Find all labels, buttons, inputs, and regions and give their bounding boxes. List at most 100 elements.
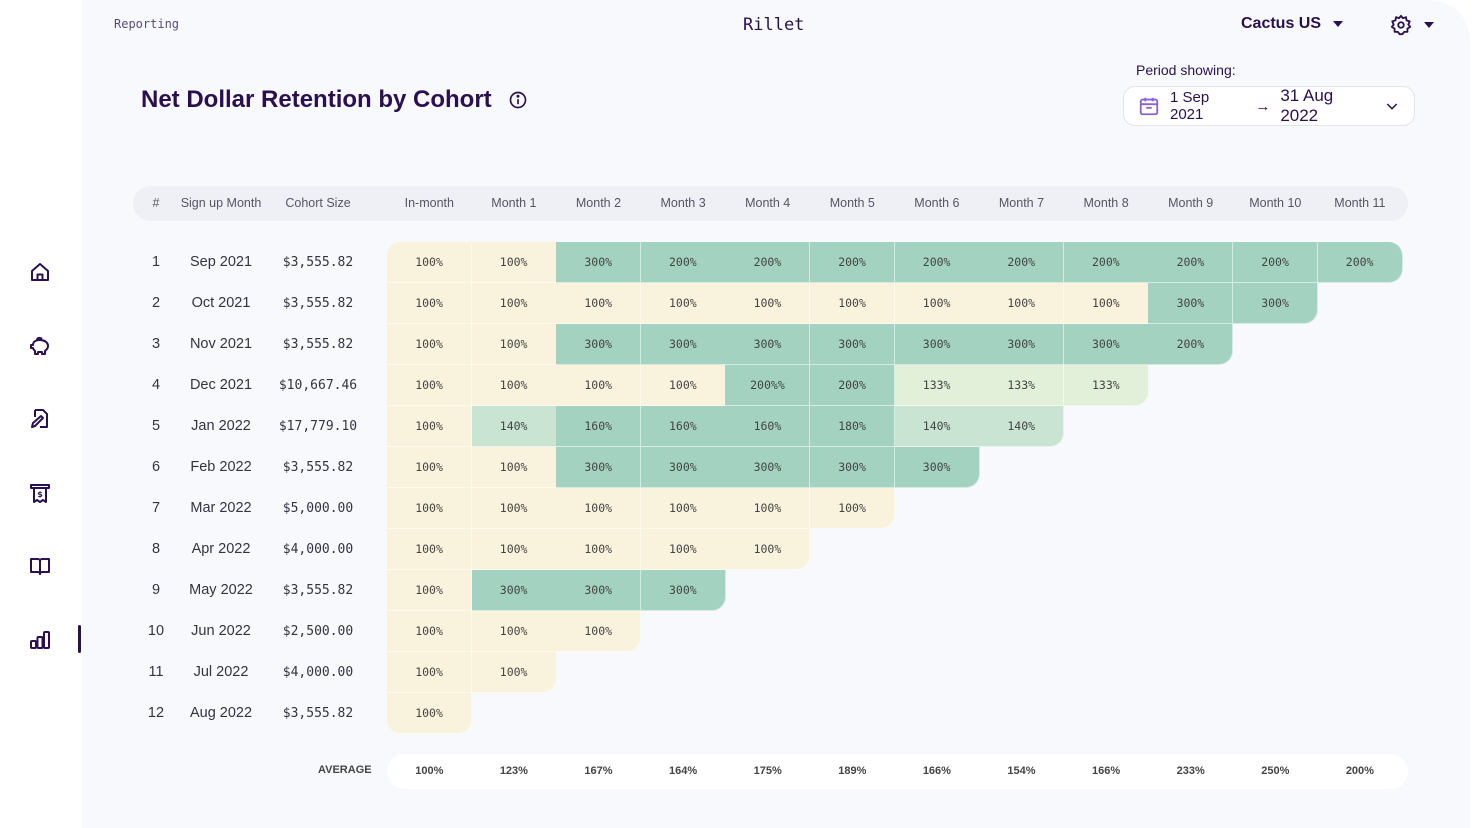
retention-cell[interactable]: 100% bbox=[387, 570, 473, 611]
retention-cell[interactable]: 200% bbox=[894, 242, 980, 283]
retention-cell[interactable]: 133% bbox=[1063, 365, 1149, 406]
retention-cell[interactable]: 300% bbox=[1148, 283, 1234, 324]
retention-cell[interactable]: 100% bbox=[387, 693, 473, 734]
sidebar-item-home[interactable] bbox=[24, 256, 56, 288]
settings-menu[interactable] bbox=[1390, 14, 1434, 36]
retention-cell[interactable]: 100% bbox=[725, 283, 811, 324]
sidebar-item-savings[interactable] bbox=[24, 330, 56, 362]
signup-month: Dec 2021 bbox=[189, 377, 253, 393]
retention-cell[interactable]: 200% bbox=[1063, 242, 1149, 283]
retention-cell[interactable]: 100% bbox=[471, 652, 557, 693]
retention-cell[interactable]: 300% bbox=[556, 324, 642, 365]
retention-cell[interactable]: 100% bbox=[640, 283, 726, 324]
retention-cell[interactable]: 200% bbox=[1317, 242, 1403, 283]
cohort-size: $3,555.82 bbox=[282, 296, 354, 311]
retention-cell[interactable]: 200% bbox=[979, 242, 1065, 283]
retention-cell[interactable]: 300% bbox=[471, 570, 557, 611]
breadcrumb[interactable]: Reporting bbox=[114, 17, 180, 31]
retention-cell[interactable]: 133% bbox=[979, 365, 1065, 406]
retention-cell[interactable]: 100% bbox=[556, 488, 642, 529]
retention-cell[interactable]: 100% bbox=[979, 283, 1065, 324]
retention-cell[interactable]: 300% bbox=[894, 447, 980, 488]
retention-cell[interactable]: 100% bbox=[471, 611, 557, 652]
retention-cell[interactable]: 100% bbox=[471, 324, 557, 365]
retention-cell[interactable]: 100% bbox=[387, 283, 473, 324]
retention-cell[interactable]: 100% bbox=[810, 283, 896, 324]
retention-cell[interactable]: 140% bbox=[471, 406, 557, 447]
retention-cell[interactable]: 200% bbox=[810, 365, 896, 406]
retention-cell[interactable]: 100% bbox=[387, 242, 473, 283]
retention-cell[interactable]: 300% bbox=[810, 324, 896, 365]
retention-cell[interactable]: 100% bbox=[556, 529, 642, 570]
retention-cell[interactable]: 100% bbox=[725, 488, 811, 529]
retention-cell[interactable]: 300% bbox=[894, 324, 980, 365]
retention-cell[interactable]: 100% bbox=[556, 365, 642, 406]
cohort-size: $4,000.00 bbox=[282, 665, 354, 680]
retention-cell[interactable]: 100% bbox=[387, 652, 473, 693]
sidebar-item-contracts[interactable] bbox=[24, 403, 56, 435]
average-value: 164% bbox=[669, 765, 698, 777]
retention-cell[interactable]: 100% bbox=[894, 283, 980, 324]
retention-cell[interactable]: 100% bbox=[387, 447, 473, 488]
retention-cell[interactable]: 300% bbox=[640, 324, 726, 365]
retention-cell[interactable]: 100% bbox=[556, 611, 642, 652]
retention-cell[interactable]: 100% bbox=[471, 242, 557, 283]
retention-cell[interactable]: 180% bbox=[810, 406, 896, 447]
info-icon[interactable] bbox=[508, 90, 528, 110]
retention-cell[interactable]: 100% bbox=[556, 283, 642, 324]
retention-cell[interactable]: 100% bbox=[387, 611, 473, 652]
retention-cell[interactable]: 100% bbox=[387, 529, 473, 570]
retention-cell[interactable]: 160% bbox=[725, 406, 811, 447]
retention-cell[interactable]: 200% bbox=[640, 242, 726, 283]
sidebar-item-ledger[interactable] bbox=[24, 550, 56, 582]
retention-cell[interactable]: 133% bbox=[894, 365, 980, 406]
retention-cell[interactable]: 300% bbox=[640, 570, 726, 611]
signup-month: Jan 2022 bbox=[191, 418, 251, 434]
retention-cell[interactable]: 100% bbox=[471, 529, 557, 570]
retention-cell[interactable]: 100% bbox=[387, 324, 473, 365]
retention-cell[interactable]: 100% bbox=[725, 529, 811, 570]
signup-month: Sep 2021 bbox=[189, 254, 253, 270]
retention-cell[interactable]: 100% bbox=[640, 529, 726, 570]
retention-cell[interactable]: 300% bbox=[556, 447, 642, 488]
retention-cell[interactable]: 100% bbox=[640, 365, 726, 406]
retention-cell[interactable]: 200%% bbox=[725, 365, 811, 406]
retention-cell[interactable]: 200% bbox=[1148, 324, 1234, 365]
retention-cell[interactable]: 300% bbox=[725, 324, 811, 365]
retention-cell[interactable]: 140% bbox=[979, 406, 1065, 447]
org-switcher[interactable]: Cactus US bbox=[1241, 15, 1344, 33]
retention-cell[interactable]: 100% bbox=[1063, 283, 1149, 324]
retention-cell[interactable]: 300% bbox=[1233, 283, 1319, 324]
retention-cell[interactable]: 100% bbox=[387, 488, 473, 529]
retention-cell[interactable]: 140% bbox=[894, 406, 980, 447]
sidebar-item-reporting[interactable] bbox=[24, 624, 56, 656]
retention-cell[interactable]: 200% bbox=[725, 242, 811, 283]
retention-cell[interactable]: 200% bbox=[1148, 242, 1234, 283]
signup-month: Nov 2021 bbox=[189, 336, 253, 352]
retention-cell[interactable]: 160% bbox=[556, 406, 642, 447]
retention-cell[interactable]: 100% bbox=[471, 283, 557, 324]
retention-cell[interactable]: 300% bbox=[810, 447, 896, 488]
retention-cell[interactable]: 300% bbox=[725, 447, 811, 488]
retention-cell[interactable]: 200% bbox=[810, 242, 896, 283]
cohort-size: $10,667.46 bbox=[278, 378, 358, 393]
retention-cell[interactable]: 300% bbox=[556, 242, 642, 283]
column-header: Month 6 bbox=[914, 196, 960, 210]
retention-cell[interactable]: 100% bbox=[387, 406, 473, 447]
retention-cell[interactable]: 300% bbox=[640, 447, 726, 488]
sidebar-item-invoices[interactable]: $ bbox=[24, 477, 56, 509]
average-value: 250% bbox=[1261, 765, 1290, 777]
retention-cell[interactable]: 100% bbox=[810, 488, 896, 529]
retention-cell[interactable]: 160% bbox=[640, 406, 726, 447]
average-value: 200% bbox=[1345, 765, 1374, 777]
retention-cell[interactable]: 100% bbox=[387, 365, 473, 406]
retention-cell[interactable]: 100% bbox=[471, 488, 557, 529]
retention-cell[interactable]: 300% bbox=[1063, 324, 1149, 365]
retention-cell[interactable]: 100% bbox=[640, 488, 726, 529]
retention-cell[interactable]: 100% bbox=[471, 447, 557, 488]
period-picker[interactable]: 1 Sep 2021 → 31 Aug 2022 bbox=[1123, 86, 1415, 126]
retention-cell[interactable]: 100% bbox=[471, 365, 557, 406]
retention-cell[interactable]: 300% bbox=[556, 570, 642, 611]
retention-cell[interactable]: 200% bbox=[1233, 242, 1319, 283]
retention-cell[interactable]: 300% bbox=[979, 324, 1065, 365]
